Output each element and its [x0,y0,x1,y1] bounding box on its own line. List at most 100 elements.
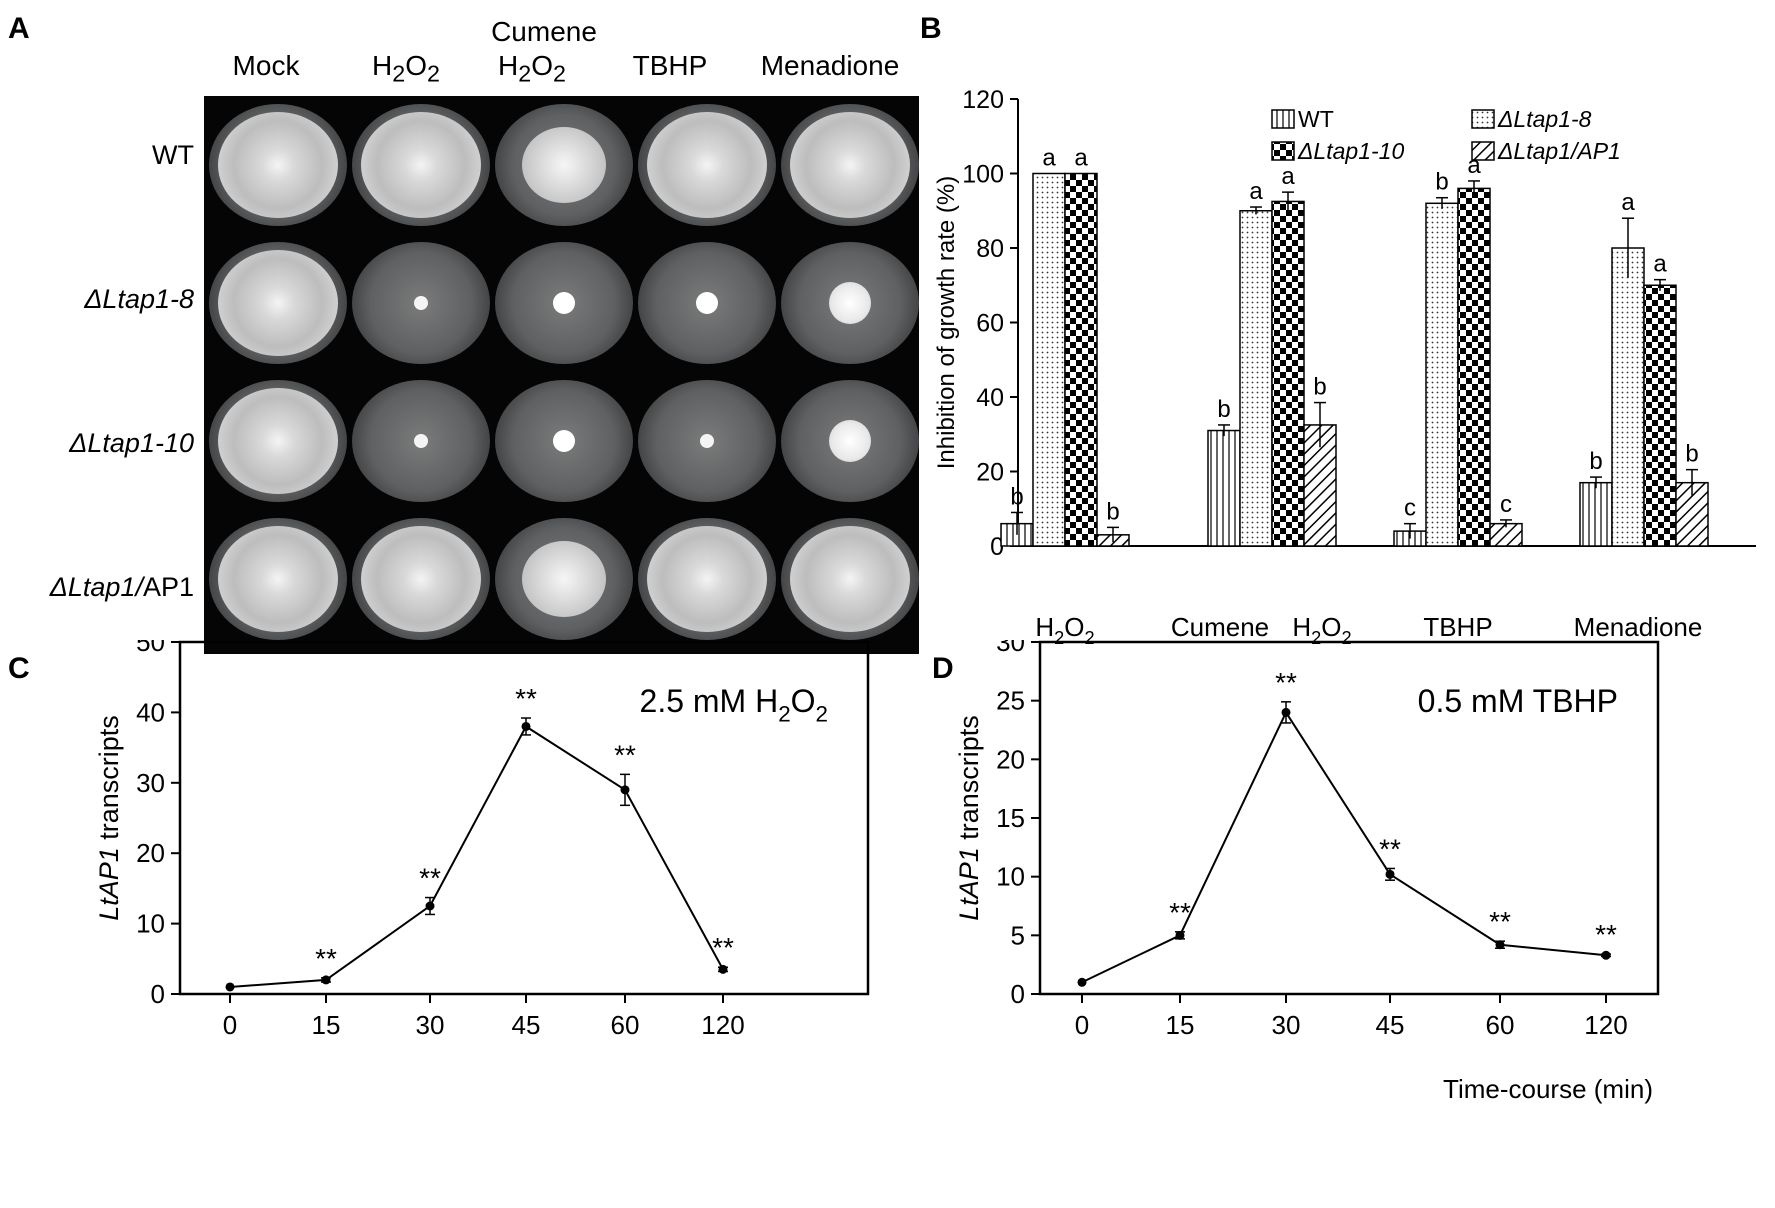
column-head-h2o2: H2O2 [372,50,440,87]
y-tick-label: 30 [136,768,165,798]
y-tick-label: 40 [976,384,1004,412]
y-tick-label: 30 [996,640,1025,657]
petri-plate [209,518,347,640]
row-head-wt: WT [152,140,194,170]
fungal-colony [361,112,481,218]
petri-plate [352,518,490,640]
significance-letter: a [1621,189,1635,216]
category-label-cumene-h2o2: H2O2 [1292,612,1351,648]
legend-swatch [1271,109,1295,129]
x-tick-label: 45 [1376,1010,1405,1040]
significance-marker: ** [614,739,636,770]
significance-marker: ** [712,932,734,963]
bar [1579,481,1613,547]
petri-plate [495,104,633,226]
data-point [1385,869,1395,879]
significance-marker: ** [315,943,337,974]
y-tick-label: 20 [136,838,165,868]
x-axis-label: Time-course (min) [1443,1074,1653,1104]
petri-plate [495,242,633,364]
fungal-colony [218,526,338,632]
petri-plate [638,380,776,502]
y-tick-label: 20 [996,744,1025,774]
petri-plate [638,104,776,226]
x-tick-label: 15 [1166,1010,1195,1040]
petri-plate [781,518,919,640]
petri-plate [638,518,776,640]
category-label-h2o2: H2O2 [1035,612,1094,648]
fungal-colony [414,434,428,448]
data-point [321,975,331,985]
row-head-ltap1-8: ΔLtap1-8 [84,284,194,314]
data-point [521,721,531,731]
fungal-colony [700,434,714,448]
y-axis-label: LtAP1 transcripts [94,715,124,921]
fungal-colony [829,282,871,324]
plot-frame [178,640,870,996]
row-head-complement: ΔLtap1/AP1 [49,572,194,602]
petri-plate [781,380,919,502]
fungal-colony [414,296,428,310]
y-tick-label: 0 [1011,979,1025,1009]
significance-letter: b [1313,374,1326,401]
legend-swatch [1471,109,1495,129]
legend-label: WT [1298,106,1334,132]
x-tick-label: 30 [1272,1010,1301,1040]
y-axis-label: LtAP1 transcripts [954,715,984,921]
y-tick-label: 10 [136,909,165,939]
y-tick-label: 25 [996,686,1025,716]
petri-plate [781,242,919,364]
column-head-cumene: Cumene [491,16,597,47]
petri-plate [495,380,633,502]
y-tick-label: 15 [996,803,1025,833]
x-tick-label: 0 [1075,1010,1089,1040]
petri-plate [209,104,347,226]
y-tick-label: 0 [151,979,165,1009]
legend-swatch [1271,141,1295,161]
x-tick-label: 120 [701,1010,744,1040]
data-point [718,964,728,974]
plate-photo-grid [204,96,919,654]
y-axis-label: Inhibition of growth rate (%) [933,176,960,469]
significance-letter: c [1404,495,1416,522]
data-point [1077,977,1087,987]
legend-swatch [1471,141,1495,161]
legend-label: ΔLtap1/AP1 [1497,138,1621,164]
significance-marker: ** [1489,906,1511,937]
x-tick-label: 30 [416,1010,445,1040]
data-point [1601,950,1611,960]
category-label-tbhp: TBHP [1423,612,1492,642]
y-tick-label: 5 [1011,920,1025,950]
column-head-tbhp: TBHP [632,50,708,81]
significance-letter: c [1500,491,1512,518]
fungal-colony [790,112,910,218]
significance-letter: a [1281,163,1295,190]
significance-marker: ** [1595,919,1617,950]
fungal-colony [218,388,338,494]
x-tick-label: 60 [611,1010,640,1040]
significance-marker: ** [515,683,537,714]
bar [1064,172,1098,547]
fungal-colony [790,526,910,632]
panel-a-plate-assay: Mock H2O2 Cumene H2O2 TBHP Menadione WT … [0,0,920,660]
y-tick-label: 20 [976,459,1004,487]
bar [1207,429,1241,547]
fungal-colony [522,541,606,617]
x-tick-label: 0 [223,1010,237,1040]
y-tick-label: 100 [962,161,1004,189]
data-point [225,982,235,992]
column-head-mock: Mock [232,50,300,81]
category-label-cumene: Cumene [1171,612,1269,642]
bar [1032,172,1066,547]
data-point [425,901,435,911]
series-line [229,725,724,988]
panel-label-d: D [932,652,954,685]
legend-label: ΔLtap1-10 [1297,138,1404,164]
data-point [1495,940,1505,950]
significance-marker: ** [1169,897,1191,928]
y-tick-label: 80 [976,235,1004,263]
fungal-colony [218,112,338,218]
petri-plate [352,380,490,502]
data-point [620,785,630,795]
significance-letter: b [1685,441,1698,468]
